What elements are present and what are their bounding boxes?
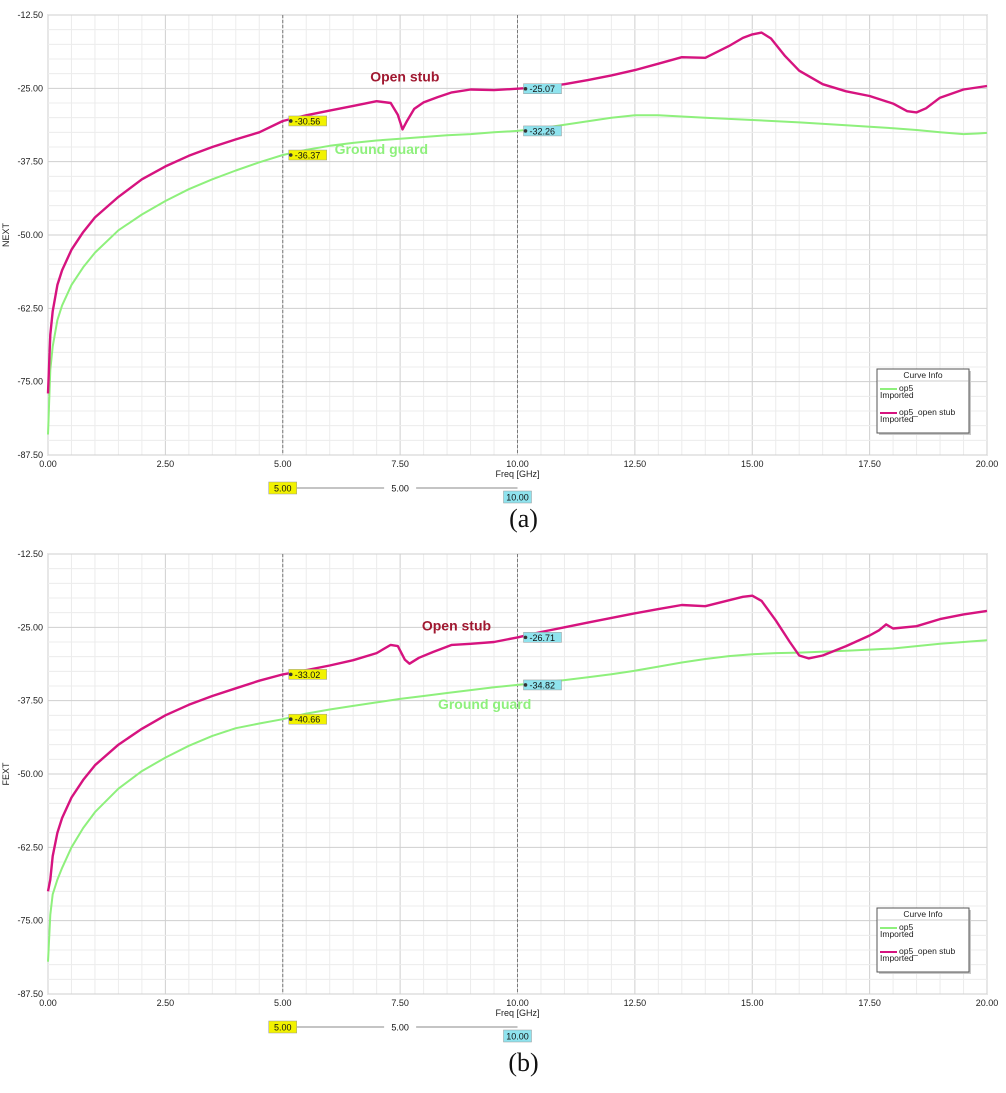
y-tick-label: -87.50: [17, 989, 43, 999]
slider-mid-box: [384, 482, 417, 494]
x-tick-label: 20.00: [976, 998, 999, 1008]
y-tick-label: -75.00: [17, 916, 43, 926]
figure-caption: (b): [508, 1048, 538, 1077]
x-tick-label: 7.50: [391, 998, 409, 1008]
legend-entry-name: op5: [899, 922, 913, 932]
y-tick-label: -62.50: [17, 842, 43, 852]
legend-entry-sub: Imported: [880, 390, 914, 400]
x-tick-label: 2.50: [157, 459, 175, 469]
chart-b: 0.00 2.50 5.00 7.50 10.00 12.50 15.00 17.50 20.0…: [1, 549, 998, 1077]
slider-right-box: [503, 490, 532, 504]
slider-left-box: [268, 1020, 297, 1034]
marker-label-box: [523, 632, 562, 643]
slider-right-value: 10.00: [506, 493, 529, 503]
legend-entry-name: op5_open stub: [899, 946, 956, 956]
marker-label-box: [288, 149, 327, 161]
marker-dot: [288, 119, 293, 123]
legend-box: [876, 368, 970, 434]
x-tick-label: 20.00: [976, 459, 999, 469]
marker-dot: [523, 129, 528, 133]
slider-left-value: 5.00: [274, 1023, 292, 1033]
x-axis-label: Freq [GHz]: [495, 1008, 539, 1018]
y-axis-label: NEXT: [1, 223, 11, 248]
legend-entry-sub: Imported: [880, 414, 914, 424]
marker-dot: [523, 635, 528, 640]
slider-left-box: [268, 481, 297, 495]
series-line-open-stub: [46, 594, 988, 892]
x-tick-label: 7.50: [391, 459, 409, 469]
marker-dot: [523, 683, 528, 687]
legend-entry-name: op5: [899, 383, 913, 393]
marker-value: -30.56: [295, 116, 321, 126]
series-line-ground-guard: [47, 639, 988, 962]
marker-dot: [523, 86, 528, 91]
y-tick-label: -37.50: [17, 696, 43, 706]
slider-right-value: 10.00: [506, 1032, 529, 1042]
x-tick-label: 5.00: [274, 998, 292, 1008]
marker-dot: [288, 717, 293, 722]
y-tick-label: -25.00: [17, 622, 43, 632]
slider-mid-box: [384, 1021, 417, 1033]
legend-entry-sub: Imported: [880, 953, 914, 963]
marker-label-box: [523, 83, 562, 94]
chart-a: 0.00 2.50 5.00 7.50 10.00 12.50 15.00 17.50 20.0…: [1, 10, 998, 533]
legend-title: Curve Info: [903, 909, 942, 919]
marker-dot: [288, 153, 293, 157]
x-tick-label: 5.00: [274, 459, 292, 469]
curve-annotation: Ground guard: [438, 696, 531, 712]
marker-label-box: [523, 125, 562, 137]
marker-label-box: [288, 115, 327, 127]
slider-left-value: 5.00: [274, 484, 292, 494]
y-tick-label: -50.00: [17, 769, 43, 779]
x-tick-label: 2.50: [157, 998, 175, 1008]
curve-annotation: Open stub: [370, 68, 439, 84]
y-tick-label: -12.50: [17, 10, 43, 20]
marker-label-box: [288, 713, 327, 725]
x-tick-label: 15.00: [741, 998, 764, 1008]
x-tick-label: 15.00: [741, 459, 764, 469]
y-tick-label: -75.00: [17, 377, 43, 387]
marker-value: -40.66: [295, 715, 321, 725]
marker-value: -26.71: [530, 633, 556, 643]
y-tick-label: -62.50: [17, 303, 43, 313]
legend-box: [876, 907, 970, 973]
legend-entry-sub: Imported: [880, 929, 914, 939]
x-tick-label: 12.50: [624, 459, 647, 469]
slider-mid-value: 5.00: [391, 1023, 409, 1033]
legend-title: Curve Info: [903, 370, 942, 380]
y-tick-label: -25.00: [17, 83, 43, 93]
curve-annotation: Ground guard: [335, 141, 428, 157]
curve-annotation: Open stub: [422, 617, 491, 633]
x-tick-label: 12.50: [624, 998, 647, 1008]
x-tick-label: 10.00: [506, 459, 529, 469]
slider-mid-value: 5.00: [391, 484, 409, 494]
x-tick-label: 0.00: [39, 459, 57, 469]
figure-caption: (a): [509, 504, 538, 533]
legend-entry-name: op5_open stub: [899, 407, 956, 417]
series-line-open-stub: [46, 31, 988, 394]
marker-value: -33.02: [295, 670, 321, 680]
x-tick-label: 17.50: [858, 998, 881, 1008]
marker-value: -34.82: [530, 680, 556, 690]
series-line-ground-guard: [47, 114, 988, 435]
x-tick-label: 10.00: [506, 998, 529, 1008]
y-tick-label: -37.50: [17, 157, 43, 167]
y-tick-label: -87.50: [17, 450, 43, 460]
y-tick-label: -12.50: [17, 549, 43, 559]
marker-value: -32.26: [530, 126, 556, 136]
x-tick-label: 17.50: [858, 459, 881, 469]
x-axis-label: Freq [GHz]: [495, 469, 539, 479]
marker-label-box: [288, 669, 327, 680]
marker-dot: [288, 672, 293, 677]
marker-label-box: [523, 679, 562, 691]
slider-right-box: [503, 1029, 532, 1043]
marker-value: -36.37: [295, 151, 321, 161]
y-tick-label: -50.00: [17, 230, 43, 240]
y-axis-label: FEXT: [1, 762, 11, 786]
x-tick-label: 0.00: [39, 998, 57, 1008]
marker-value: -25.07: [530, 84, 556, 94]
